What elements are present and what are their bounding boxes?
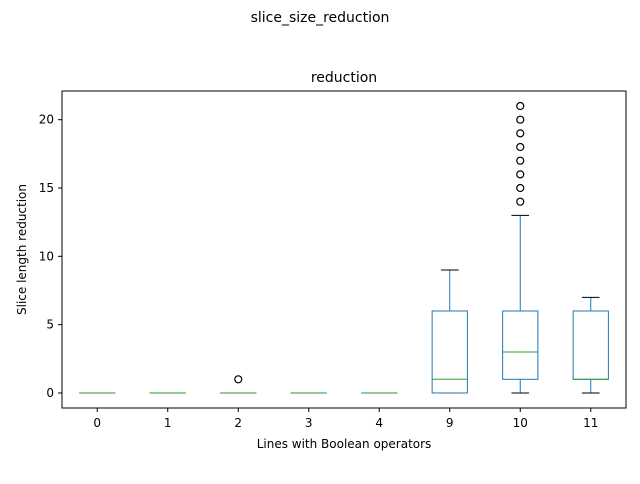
x-tick-label: 0 [93,416,101,430]
y-tick-label: 0 [46,386,54,400]
y-tick-label: 5 [46,318,54,332]
x-tick-label: 4 [375,416,383,430]
x-axis-label: Lines with Boolean operators [257,437,432,451]
x-tick-label: 2 [234,416,242,430]
x-tick-label: 10 [513,416,528,430]
x-tick-label: 11 [583,416,598,430]
figure-suptitle: slice_size_reduction [251,10,390,26]
x-tick-label: 3 [305,416,313,430]
y-tick-label: 15 [39,181,54,195]
y-axis-label: Slice length reduction [15,184,29,315]
x-tick-label: 9 [446,416,454,430]
chart-title: reduction [311,70,377,86]
y-tick-label: 10 [39,249,54,263]
x-tick-label: 1 [164,416,172,430]
y-tick-label: 20 [39,113,54,127]
